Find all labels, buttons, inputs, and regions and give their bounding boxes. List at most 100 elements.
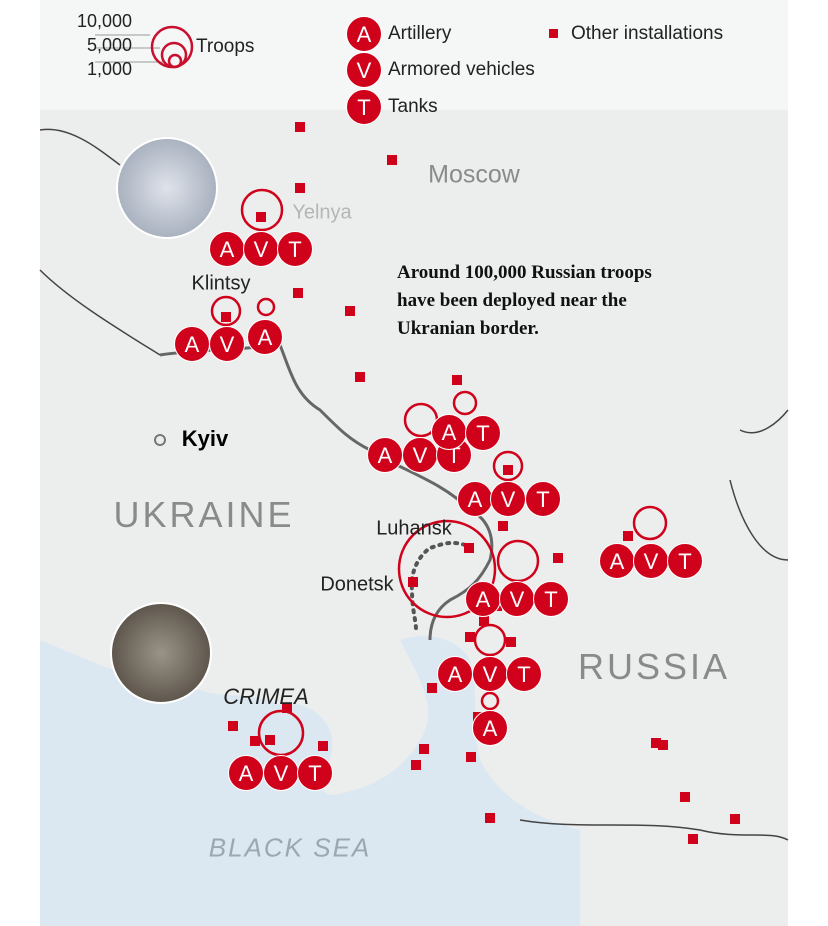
armored-vehicles-marker-letter: V — [274, 761, 289, 786]
installation-square — [485, 813, 495, 823]
troop-circle — [480, 691, 500, 711]
armored-vehicles-marker-letter: V — [510, 587, 525, 612]
tanks-marker-letter: T — [476, 421, 489, 446]
annotation-line: Ukranian border. — [397, 318, 539, 339]
legend-size-10000: 10,000 — [76, 11, 132, 31]
installation-square — [506, 637, 516, 647]
installation-square — [452, 375, 462, 385]
satellite-photo-crimea-base[interactable] — [110, 602, 212, 704]
artillery-marker-letter: A — [258, 325, 273, 350]
legend-other-label: Other installations — [571, 23, 724, 44]
artillery-marker — [247, 319, 283, 355]
artillery-marker-letter: A — [378, 443, 393, 468]
troop-circle — [496, 539, 540, 583]
armored-vehicles-marker-letter: V — [254, 237, 269, 262]
label-crimea: CRIMEA — [223, 684, 309, 709]
annotation: Around 100,000 Russian troops have been … — [397, 259, 652, 343]
installation-square — [408, 577, 418, 587]
kyiv-city-dot — [154, 434, 166, 446]
tanks-marker — [297, 755, 333, 791]
troop-circle — [397, 519, 497, 619]
installation-square — [730, 814, 740, 824]
artillery-marker-letter: A — [468, 487, 483, 512]
annotation-line: Around 100,000 Russian troops — [397, 262, 652, 283]
armored-vehicles-marker-letter: V — [483, 662, 498, 687]
tanks-marker — [506, 656, 542, 692]
tanks-marker — [525, 481, 561, 517]
installation-square — [318, 741, 328, 751]
armored-vehicles-marker-letter: V — [220, 332, 235, 357]
installation-square — [355, 372, 365, 382]
troop-circle — [452, 390, 478, 416]
legend-troop-circles — [95, 25, 194, 69]
installation-square — [623, 531, 633, 541]
installation-square — [295, 122, 305, 132]
troop-circle — [492, 450, 524, 482]
installation-square — [295, 183, 305, 193]
artillery-marker-letter: A — [239, 761, 254, 786]
tanks-marker — [533, 581, 569, 617]
legend-size-5000: 5,000 — [86, 35, 132, 55]
installation-square — [688, 834, 698, 844]
separatist-line — [409, 540, 467, 632]
installation-square — [387, 155, 397, 165]
legend-armored-label: Armored vehicles — [388, 59, 535, 80]
label-klintsy: Klintsy — [191, 272, 251, 295]
legend-backdrop — [40, 0, 788, 110]
artillery-marker-letter: A — [476, 587, 491, 612]
label-russia: RUSSIA — [577, 646, 731, 687]
label-black-sea: BLACK SEA — [208, 832, 372, 863]
satellite-photo-snow-base[interactable] — [116, 137, 218, 239]
annotation-line: have been deployed near the — [397, 290, 627, 311]
label-kyiv: Kyiv — [181, 426, 229, 451]
label-ukraine: UKRAINE — [113, 494, 295, 535]
installation-square — [465, 632, 475, 642]
installation-square — [345, 306, 355, 316]
artillery-marker-letter: A — [442, 420, 457, 445]
installation-square — [553, 553, 563, 563]
installation-square — [658, 740, 668, 750]
tanks-marker — [277, 231, 313, 267]
installation-square — [282, 703, 292, 713]
armored-vehicles-marker-letter: V — [501, 487, 516, 512]
installation-square — [221, 312, 231, 322]
troop-circle — [210, 295, 242, 327]
legend-tanks-icon — [346, 89, 382, 125]
tanks-marker-letter: T — [517, 662, 530, 687]
tanks-marker-letter: T — [536, 487, 549, 512]
installation-square — [498, 521, 508, 531]
legend-square-icon — [549, 29, 558, 38]
artillery-marker-letter: A — [220, 237, 235, 262]
installation-square — [250, 736, 260, 746]
artillery-marker-letter: A — [185, 332, 200, 357]
installation-square — [228, 721, 238, 731]
armored-vehicles-marker-letter: V — [413, 443, 428, 468]
legend-tanks-label: Tanks — [388, 96, 438, 117]
legend-artillery-icon-letter: A — [357, 22, 372, 47]
tanks-marker-letter: T — [544, 587, 557, 612]
troop-circle — [632, 505, 668, 541]
installation-square — [464, 543, 474, 553]
legend-artillery-label: Artillery — [388, 23, 452, 44]
tanks-marker-letter: T — [678, 549, 691, 574]
installation-square — [419, 744, 429, 754]
artillery-marker-letter: A — [610, 549, 625, 574]
installation-square — [256, 212, 266, 222]
legend-armored-icon — [346, 52, 382, 88]
artillery-marker-letter: A — [448, 662, 463, 687]
installation-square — [293, 288, 303, 298]
tanks-marker-letter: T — [308, 761, 321, 786]
installation-square — [466, 752, 476, 762]
label-moscow: Moscow — [428, 160, 520, 189]
label-donetsk: Donetsk — [320, 573, 394, 596]
installation-square — [427, 683, 437, 693]
artillery-marker-letter: A — [483, 716, 498, 741]
troop-circle — [256, 297, 276, 317]
legend-armored-icon-letter: V — [357, 58, 372, 83]
artillery-marker — [472, 710, 508, 746]
installation-square — [411, 760, 421, 770]
installation-square — [651, 738, 661, 748]
legend-troops-label: Troops — [196, 36, 255, 57]
